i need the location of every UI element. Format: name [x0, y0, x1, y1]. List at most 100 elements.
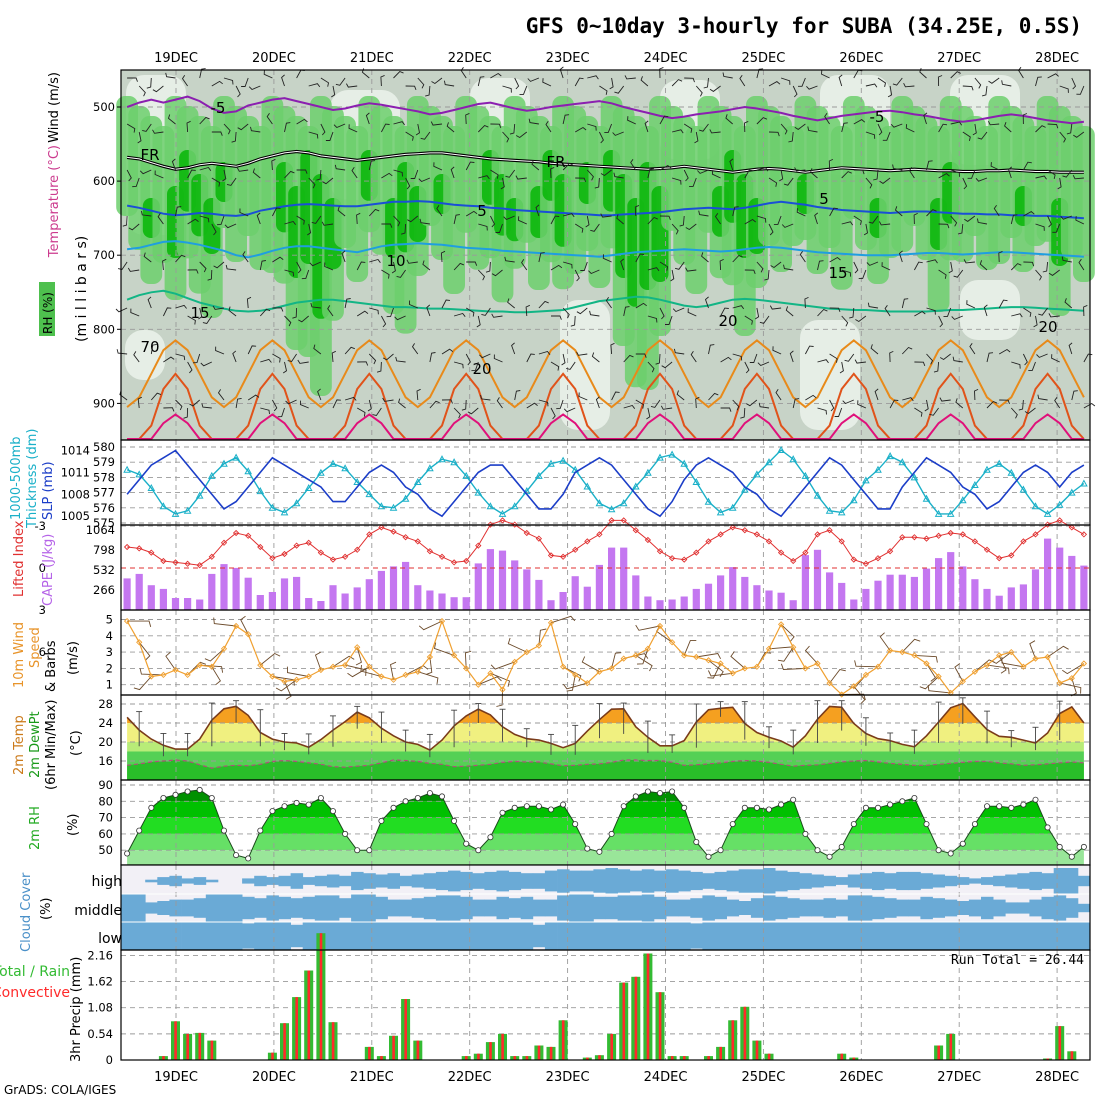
- cloud-cell: [1053, 922, 1067, 950]
- thickness-point: [207, 471, 216, 479]
- cloud-cell: [314, 895, 328, 921]
- wind-barb: [1035, 223, 1045, 231]
- cape-bar: [171, 598, 180, 610]
- cloud-cell: [605, 868, 618, 894]
- li-point: [632, 527, 639, 534]
- cloud-cell: [787, 871, 800, 891]
- wind-barb: [756, 68, 764, 79]
- cape-bar: [1080, 565, 1088, 610]
- wind-barb: [1073, 131, 1085, 138]
- li-point: [1020, 538, 1027, 545]
- thickness-point: [1007, 468, 1016, 476]
- wind-barb: [301, 269, 310, 280]
- cloud-cell: [605, 896, 618, 920]
- cloud-cell: [859, 922, 873, 950]
- wind-speed-point: [935, 673, 942, 680]
- wind-barb: [477, 124, 489, 133]
- wind-barb: [284, 170, 295, 179]
- cloud-cell: [617, 922, 631, 950]
- cloud-cell: [1029, 922, 1042, 950]
- cloud-cell: [581, 922, 594, 950]
- wind-barb: [805, 394, 817, 401]
- rh-point: [717, 847, 724, 854]
- wind-barb: [430, 121, 443, 126]
- cloud-cell: [1017, 902, 1030, 914]
- wind-barb: [683, 123, 693, 133]
- wind-barb: [671, 177, 682, 185]
- li-point: [499, 517, 506, 524]
- wind-barb: [298, 315, 309, 323]
- wind-barb: [500, 177, 505, 190]
- rh-point: [996, 803, 1003, 810]
- cape-bar: [414, 585, 422, 610]
- wind-barb: [695, 396, 700, 409]
- cloud-cover-panel: [120, 864, 1091, 951]
- wind-barb: [410, 169, 419, 179]
- precip-convective-bar: [186, 1033, 189, 1060]
- wind-barb: [926, 209, 937, 217]
- thickness-point: [898, 458, 907, 466]
- thickness-point: [195, 491, 204, 499]
- cloud-cell: [908, 871, 921, 891]
- cape-bar: [741, 576, 749, 610]
- wind-speed-point: [1080, 660, 1088, 667]
- rh-point: [644, 788, 651, 795]
- cape-bar: [486, 549, 494, 610]
- surface-wind-barb: [286, 666, 309, 677]
- wind-barb: [640, 76, 649, 87]
- cloud-cell: [981, 896, 994, 920]
- wind-barb: [757, 361, 770, 367]
- wind-barb: [453, 312, 466, 317]
- wind-barb: [756, 167, 769, 172]
- wind-barb: [609, 77, 614, 90]
- wind-barb: [938, 173, 950, 179]
- wind-barb: [137, 396, 143, 409]
- thickness-point: [559, 456, 567, 464]
- wind-barb: [252, 168, 261, 179]
- surface-wind-barb: [707, 670, 733, 677]
- wind-barb: [744, 120, 749, 133]
- wind-speed-point: [366, 663, 373, 670]
- wind-barb: [877, 77, 887, 88]
- thickness-point: [607, 505, 616, 513]
- li-point: [329, 556, 337, 563]
- rh-point: [814, 847, 821, 854]
- wind-barb: [284, 220, 296, 225]
- thickness-point: [268, 503, 277, 511]
- cape-bar: [244, 577, 252, 610]
- cape-bar: [1056, 547, 1064, 610]
- surface-wind-barb: [635, 624, 661, 631]
- wind-barb: [722, 72, 733, 79]
- rh-dry-patch: [560, 300, 610, 430]
- cloud-cell: [617, 895, 631, 921]
- wind-barb: [794, 167, 806, 172]
- wind-barb: [235, 397, 242, 409]
- wind-barb: [829, 307, 841, 313]
- precip-convective-bar: [198, 1032, 202, 1060]
- wind-barb: [211, 223, 217, 236]
- rh-point: [378, 817, 385, 824]
- surface-wind-barb: [1047, 645, 1069, 658]
- wind-barb: [429, 400, 440, 409]
- precip-convective-bar: [162, 1056, 165, 1060]
- wind-barb: [574, 223, 584, 233]
- thick-axis-labels: 1000-500mb Thickness (dm) SLP (mb): [9, 429, 56, 529]
- wind-barb: [720, 407, 732, 412]
- wind-barb: [976, 218, 988, 225]
- cloud-cell: [726, 922, 740, 950]
- thickness-point: [740, 485, 749, 493]
- wind-barb: [781, 223, 794, 228]
- li-point: [172, 559, 179, 566]
- rh-point: [705, 853, 712, 860]
- wind-barb: [296, 169, 308, 174]
- date-label-bottom: 19DEC: [154, 1070, 198, 1085]
- wind-barb: [247, 394, 260, 401]
- cloud-cell: [884, 873, 897, 889]
- wind-barb: [671, 223, 679, 235]
- rh-point: [245, 855, 252, 862]
- date-label-bottom: 27DEC: [937, 1070, 981, 1085]
- wind-barb: [744, 269, 756, 275]
- rh-label-a: 2m RH: [28, 806, 43, 850]
- li-label-b: CAPE (J/kg): [41, 534, 56, 606]
- li-point: [911, 534, 918, 541]
